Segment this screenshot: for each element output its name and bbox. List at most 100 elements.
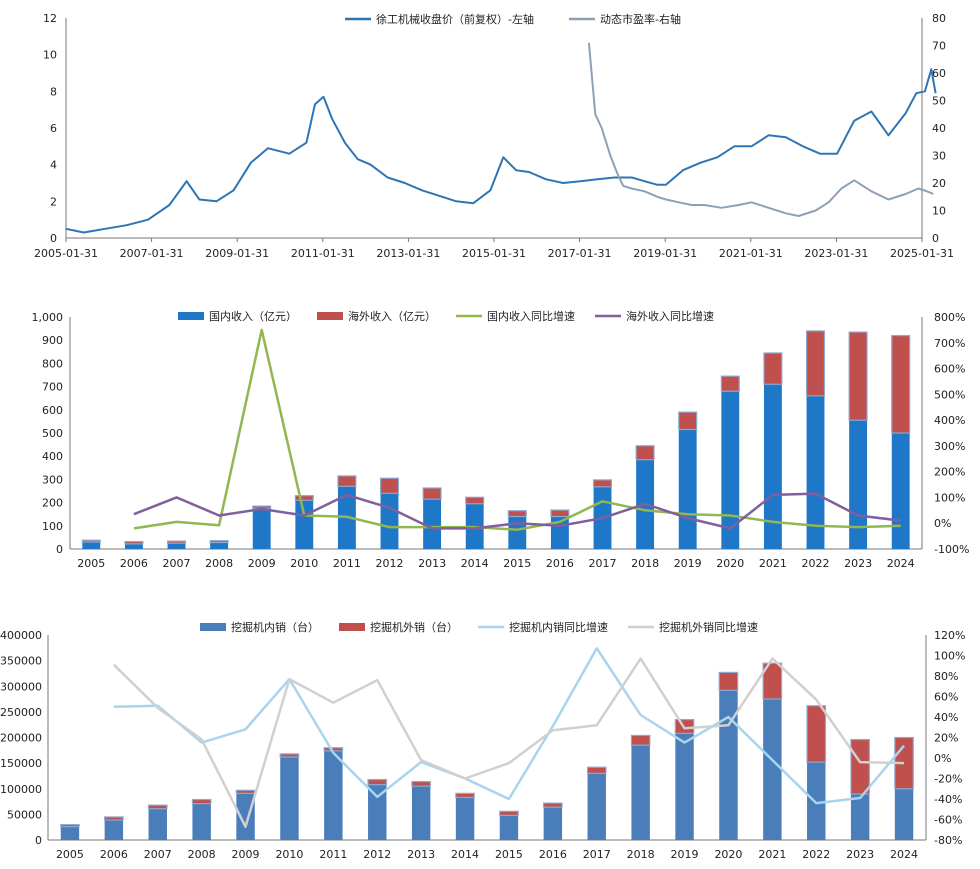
excavator-bar-domestic-2020 [719, 690, 738, 840]
date-tick-4: 2013-01-31 [376, 247, 440, 260]
revenue-bar-domestic-2006 [124, 543, 143, 549]
excavator-bar-domestic-2023 [850, 793, 870, 840]
excavator-bar-overseas-2006 [104, 816, 124, 821]
excavator-year-2022: 2022 [802, 848, 830, 861]
excavator-bar-domestic-2010 [280, 756, 299, 840]
excavator-bar-domestic-2009 [236, 793, 255, 840]
revenue-year-2016: 2016 [546, 557, 574, 570]
price-left-tick-2: 4 [50, 159, 57, 172]
revenue-bar-overseas-2010 [294, 495, 314, 501]
excavator-year-2021: 2021 [758, 848, 786, 861]
revenue-bar-domestic-2013 [423, 499, 442, 549]
revenue-year-2018: 2018 [631, 557, 659, 570]
revenue-growth-line-0 [133, 328, 901, 531]
date-tick-5: 2015-01-31 [462, 247, 526, 260]
excavator-year-2008: 2008 [188, 848, 216, 861]
revenue-year-2023: 2023 [844, 557, 872, 570]
price-left-tick-1: 2 [50, 195, 57, 208]
revenue-bar-overseas-2013 [422, 487, 442, 500]
revenue-bar-overseas-2024 [891, 334, 911, 434]
legend-label-1: 动态市盈率-右轴 [600, 12, 681, 26]
revenue-right-tick-0: -100% [934, 543, 969, 556]
revenue-bar-overseas-2006 [124, 540, 144, 545]
revenue-left-tick-8: 800 [42, 357, 63, 370]
excavator-sales-chart: 0 50000 100000 150000 200000 250000 300000 3500… [0, 620, 965, 861]
excavator-left-tick-7: 350000 [0, 655, 42, 668]
excavator-bar-domestic-2015 [499, 815, 519, 840]
excavator-bar-domestic-2019 [675, 733, 694, 840]
revenue-bar-overseas-2020 [720, 375, 740, 392]
revenue-year-2022: 2022 [802, 557, 830, 570]
revenue-year-2010: 2010 [290, 557, 318, 570]
revenue-bar-domestic-2019 [678, 429, 697, 549]
excavator-left-tick-8: 400000 [0, 629, 42, 642]
excavator-year-2007: 2007 [144, 848, 172, 861]
excavator-right-tick-7: 60% [934, 691, 958, 704]
excavator-bar-overseas-2009 [235, 789, 256, 794]
revenue-bar-domestic-2015 [508, 516, 527, 549]
revenue-bar-overseas-2005 [81, 539, 101, 543]
legend-label-0: 挖掘机内销（台） [231, 620, 319, 634]
revenue-bar-domestic-2007 [167, 543, 186, 549]
excavator-bar-overseas-2011 [323, 747, 344, 752]
revenue-left-tick-1: 100 [42, 520, 63, 533]
excavator-year-2019: 2019 [671, 848, 699, 861]
excavator-year-2020: 2020 [714, 848, 742, 861]
price-left-tick-5: 10 [43, 49, 57, 62]
revenue-right-tick-3: 200% [934, 466, 965, 479]
revenue-bar-domestic-2008 [210, 542, 229, 549]
revenue-right-tick-4: 300% [934, 440, 965, 453]
revenue-bar-domestic-2009 [252, 508, 271, 549]
price-left-tick-0: 0 [50, 232, 57, 245]
excavator-year-2011: 2011 [319, 848, 347, 861]
excavator-left-tick-1: 50000 [7, 808, 42, 821]
excavator-right-tick-8: 80% [934, 670, 958, 683]
revenue-year-2019: 2019 [674, 557, 702, 570]
excavator-bar-overseas-2013 [411, 780, 431, 787]
excavator-year-2023: 2023 [846, 848, 874, 861]
legend-label-2: 挖掘机内销同比增速 [509, 620, 608, 634]
excavator-bar-overseas-2014 [455, 792, 475, 799]
excavator-left-tick-0: 0 [35, 834, 42, 847]
excavator-bar-domestic-2018 [631, 745, 650, 840]
pe-right-tick-7: 70 [932, 40, 946, 53]
excavator-bar-overseas-2020 [718, 671, 739, 691]
revenue-left-tick-9: 900 [42, 334, 63, 347]
revenue-left-tick-6: 600 [42, 404, 63, 417]
revenue-left-tick-4: 400 [42, 450, 63, 463]
legend-swatch-0 [200, 623, 226, 631]
excavator-year-2017: 2017 [583, 848, 611, 861]
excavator-left-tick-3: 150000 [0, 757, 42, 770]
excavator-right-tick-2: -40% [934, 793, 962, 806]
excavator-bar-overseas-2023 [850, 738, 870, 795]
excavator-right-tick-9: 100% [934, 650, 965, 663]
revenue-growth-line-1 [133, 492, 901, 530]
date-tick-1: 2007-01-31 [120, 247, 184, 260]
revenue-bar-domestic-2023 [849, 420, 868, 549]
revenue-right-tick-8: 700% [934, 337, 965, 350]
revenue-bar-overseas-2017 [592, 479, 613, 488]
excavator-right-tick-1: -60% [934, 814, 962, 827]
excavator-year-2015: 2015 [495, 848, 523, 861]
revenue-chart: 0 100 200 300 400 500 600 700 800 900 1,000 -100% 0%… [32, 309, 970, 570]
excavator-bar-domestic-2013 [411, 786, 431, 840]
excavator-growth-line-0 [113, 647, 905, 805]
revenue-bar-domestic-2005 [82, 542, 101, 549]
excavator-bar-overseas-2016 [543, 802, 563, 808]
excavator-bar-overseas-2007 [147, 804, 168, 810]
revenue-bar-domestic-2024 [891, 433, 910, 549]
excavator-bar-overseas-2017 [586, 766, 607, 774]
revenue-year-2015: 2015 [503, 557, 531, 570]
excavator-right-tick-10: 120% [934, 629, 965, 642]
revenue-right-tick-2: 100% [934, 491, 965, 504]
price-left-tick-6: 12 [43, 12, 57, 25]
revenue-left-tick-2: 200 [42, 497, 63, 510]
revenue-bar-overseas-2015 [507, 510, 527, 518]
revenue-year-2014: 2014 [461, 557, 489, 570]
revenue-year-2009: 2009 [248, 557, 276, 570]
revenue-bar-domestic-2021 [763, 384, 782, 549]
revenue-bar-overseas-2018 [635, 445, 655, 461]
pe-right-tick-0: 0 [932, 232, 939, 245]
revenue-bar-overseas-2016 [550, 509, 570, 518]
excavator-right-tick-3: -20% [934, 773, 962, 786]
